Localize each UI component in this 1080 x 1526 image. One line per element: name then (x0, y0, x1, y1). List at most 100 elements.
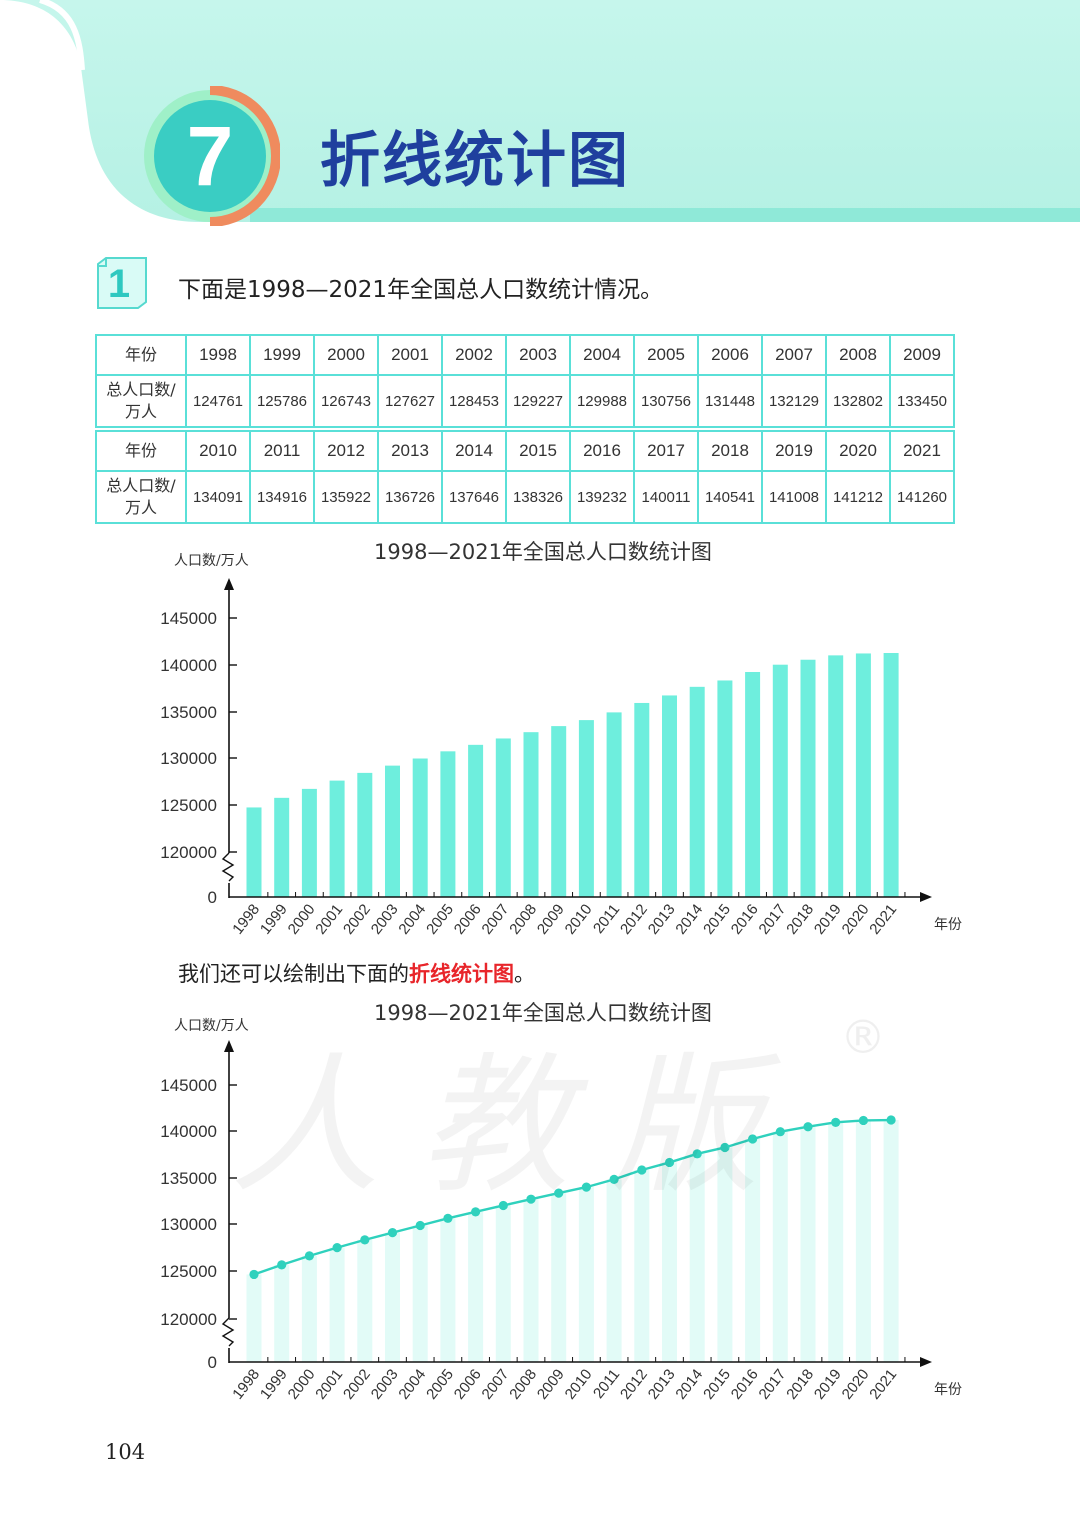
question-text: 下面是1998—2021年全国总人口数统计情况。 (178, 277, 664, 303)
intro-text: 我们还可以绘制出下面的 (178, 962, 409, 986)
table-cell-value: 126743 (313, 374, 379, 428)
bar (883, 653, 899, 897)
x-tick-label: 2006 (451, 901, 485, 938)
data-point (526, 1194, 536, 1204)
bar (689, 686, 705, 897)
x-tick-label: 2008 (506, 901, 540, 938)
data-point (471, 1207, 481, 1217)
table-cell-year: 2018 (697, 430, 763, 472)
y-tick-label: 130000 (160, 749, 217, 768)
table-cell-value: 136726 (377, 470, 443, 524)
bar (523, 732, 539, 897)
data-point (581, 1182, 592, 1192)
table-cell-value: 141008 (761, 470, 827, 524)
bar (606, 1179, 622, 1362)
x-tick-label: 2018 (783, 1366, 817, 1403)
y-tick-label: 0 (208, 1353, 217, 1372)
watermark-registered-icon: ® (840, 1010, 886, 1064)
data-point (415, 1220, 425, 1231)
x-tick-label: 2010 (562, 901, 596, 938)
population-table-2010-2021: 年份 2010 2011 2012 2013 2014 2015 2016 2017 2018 2… (95, 430, 955, 524)
x-tick-label: 2017 (756, 901, 790, 938)
table-cell-value: 135922 (313, 470, 379, 524)
data-point (387, 1228, 398, 1238)
bar (717, 1147, 733, 1362)
x-tick-label: 2014 (672, 901, 706, 938)
y-tick-label: 125000 (160, 1262, 217, 1281)
y-axis-arrow-icon (224, 1040, 234, 1052)
y-tick-label: 140000 (160, 656, 217, 675)
table-cell-year: 2016 (569, 430, 635, 472)
table-cell-value: 134091 (185, 470, 251, 524)
x-tick-label: 2004 (395, 1366, 429, 1403)
population-header: 总人口数/ 万人 (95, 374, 187, 428)
bar (745, 1138, 761, 1362)
x-tick-label: 2012 (617, 901, 651, 938)
bar (357, 1239, 373, 1362)
y-tick-label: 145000 (160, 1076, 217, 1095)
population-header: 总人口数/ 万人 (95, 470, 187, 524)
bar (855, 653, 871, 897)
table-cell-year: 2015 (505, 430, 571, 472)
x-tick-label: 2005 (423, 1366, 457, 1403)
x-tick-label: 2020 (839, 1366, 873, 1403)
chart-title: 1998—2021年全国总人口数统计图 (374, 1001, 712, 1025)
bar (468, 1211, 484, 1362)
bar (551, 726, 567, 897)
table-cell-value: 138326 (505, 470, 571, 524)
table-cell-year: 2017 (633, 430, 699, 472)
table-cell-value: 131448 (697, 374, 763, 428)
population-table-1998-2009: 年份 1998 1999 2000 2001 2002 2003 2004 2005 2006 2… (95, 334, 955, 428)
bar (246, 807, 262, 897)
bar (246, 1274, 262, 1362)
data-point (748, 1134, 758, 1144)
table-cell-year: 2000 (313, 334, 379, 376)
bar (717, 680, 733, 897)
bar (412, 1225, 428, 1362)
page-number: 104 (105, 1440, 146, 1464)
x-tick-label: 2016 (728, 901, 762, 938)
data-point (664, 1157, 675, 1168)
y-axis-label: 人口数/万人 (174, 553, 249, 569)
table-cell-year: 2019 (761, 430, 827, 472)
population-header-line2: 万人 (124, 402, 157, 421)
table-cell-value: 132802 (825, 374, 891, 428)
watermark: 人教版 (230, 1005, 800, 1222)
bar (523, 1199, 539, 1362)
table-cell-value: 133450 (889, 374, 955, 428)
bar (634, 702, 650, 897)
bar (440, 751, 456, 897)
bar (828, 1122, 844, 1362)
chapter-number: 7 (186, 109, 234, 203)
y-axis-label: 人口数/万人 (174, 1018, 249, 1034)
data-point (332, 1243, 342, 1253)
table-cell-year: 1998 (185, 334, 251, 376)
x-tick-label: 2001 (312, 1366, 346, 1403)
x-tick-label: 2001 (312, 901, 346, 938)
bar (745, 671, 761, 897)
table-cell-year: 2014 (441, 430, 507, 472)
table-cell-year: 2021 (889, 430, 955, 472)
table-cell-year: 2008 (825, 334, 891, 376)
x-tick-label: 2013 (645, 1366, 679, 1403)
bar (301, 1255, 317, 1362)
x-tick-label: 2002 (340, 901, 374, 938)
x-tick-label: 2005 (423, 901, 457, 938)
y-tick-label: 130000 (160, 1215, 217, 1234)
bar (551, 1193, 567, 1362)
bar (329, 780, 345, 897)
x-tick-label: 2006 (451, 1366, 485, 1403)
table-cell-value: 129227 (505, 374, 571, 428)
y-axis-arrow-icon (224, 578, 234, 590)
bar (468, 744, 484, 897)
x-tick-label: 2008 (506, 1366, 540, 1403)
x-tick-label: 1999 (257, 901, 291, 938)
chapter-title: 折线统计图 (320, 126, 630, 196)
x-tick-label: 2000 (285, 1366, 319, 1403)
x-tick-label: 2011 (590, 901, 623, 937)
table-cell-year: 2020 (825, 430, 891, 472)
x-tick-label: 2021 (866, 1366, 900, 1403)
population-header-line2: 万人 (124, 498, 157, 517)
data-point (858, 1115, 869, 1126)
